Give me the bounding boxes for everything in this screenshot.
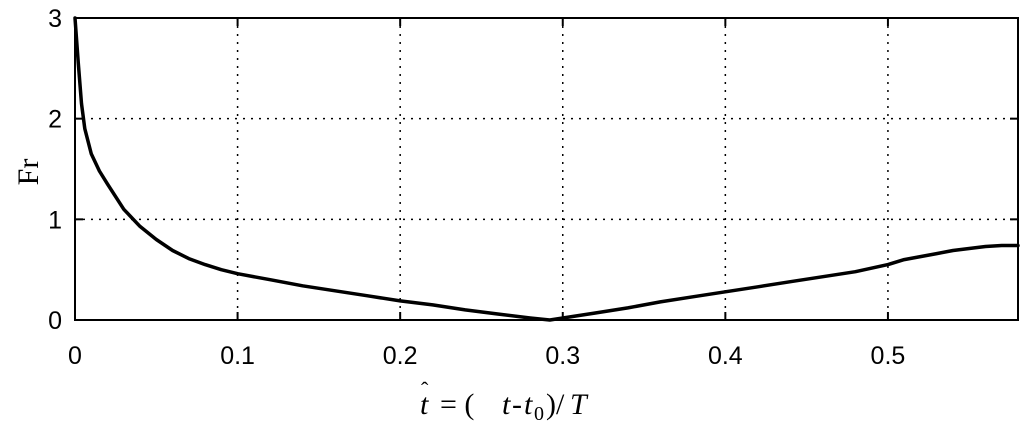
grid-lines: [75, 18, 1018, 320]
plot-frame: [74, 17, 1019, 321]
axis-ticks: [74, 17, 1018, 321]
y-axis-label: Fr: [12, 159, 45, 186]
x-axis-label-t: t: [420, 388, 429, 421]
x-axis-label-hat: ˆ: [421, 377, 429, 402]
x-tick-label: 0.2: [383, 342, 418, 370]
x-axis-label-close: )/: [546, 388, 565, 421]
series-line-0: [73, 16, 1020, 322]
tick-labels: 0 0.1 0.2 0.3 0.4 0.5 0 1 2 3: [48, 5, 905, 370]
x-axis-label-t2: t: [502, 388, 511, 421]
x-tick-label: 0.1: [220, 342, 255, 370]
series-layer: [73, 16, 1020, 322]
x-tick-label: 0.4: [708, 342, 743, 370]
x-tick-label: 0.3: [545, 342, 580, 370]
x-axis-label-t3: t: [524, 388, 533, 421]
x-tick-label: 0.5: [871, 342, 906, 370]
x-tick-label: 0: [68, 342, 82, 370]
x-axis-label: t ˆ = ( t - t 0 )/ T: [420, 377, 589, 425]
y-tick-label: 3: [48, 5, 62, 33]
y-tick-label: 1: [48, 206, 62, 234]
x-axis-label-T: T: [570, 388, 589, 421]
y-tick-label: 2: [48, 106, 62, 134]
x-axis-label-sub: 0: [534, 403, 544, 425]
x-axis-label-eq: = (: [440, 388, 474, 421]
y-tick-label: 0: [48, 307, 62, 335]
x-axis-label-minus: -: [512, 388, 522, 421]
